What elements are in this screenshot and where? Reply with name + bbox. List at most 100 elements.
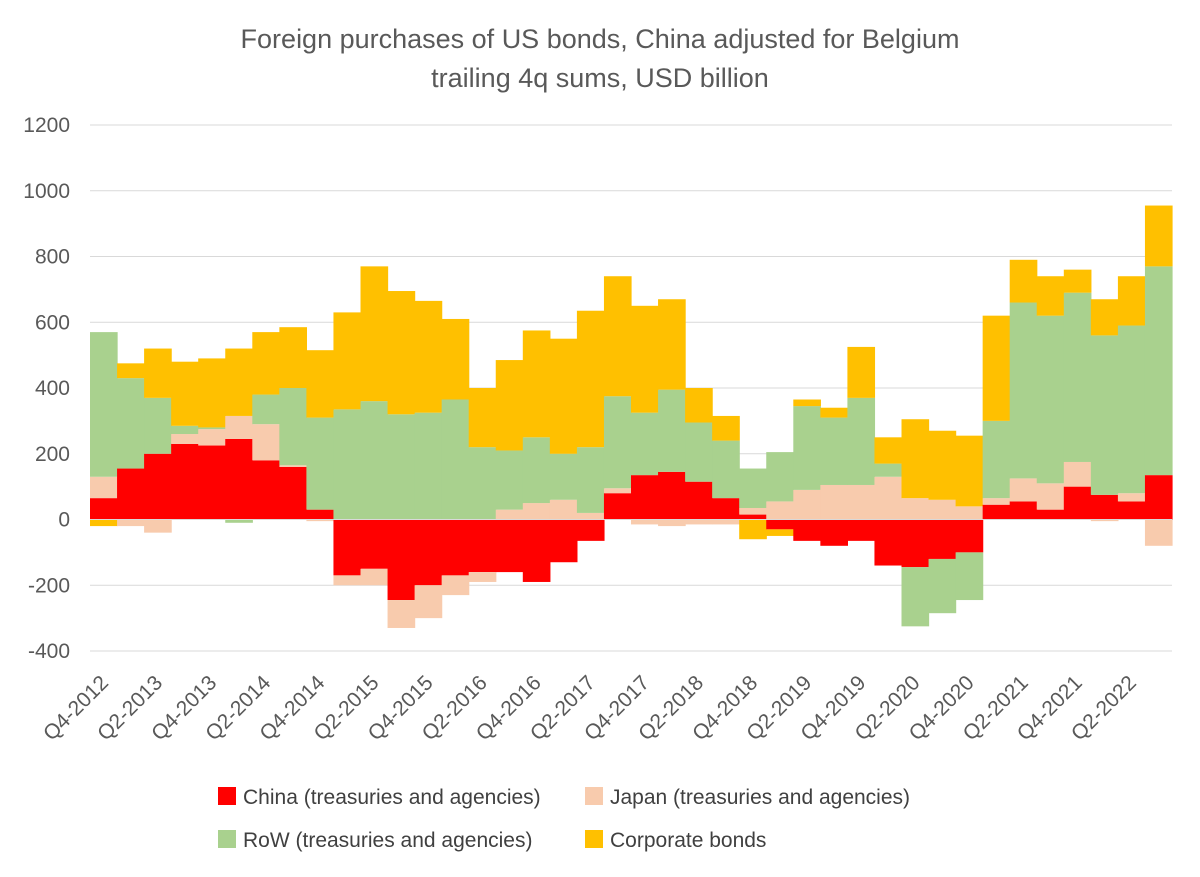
y-tick-label: -400: [28, 640, 70, 663]
bar-segment: [982, 315, 1011, 421]
bar-segment: [117, 468, 145, 520]
bar-segment: [1063, 461, 1092, 487]
bar-segment: [793, 519, 821, 541]
bar-segment: [549, 519, 578, 563]
bar-segment: [495, 519, 524, 573]
bar-segment: [1090, 335, 1119, 495]
bar-segment: [712, 498, 740, 520]
bar-segment: [333, 409, 362, 520]
bar-segment: [766, 519, 794, 530]
bar-segment: [1117, 325, 1146, 494]
bar-segment: [414, 519, 443, 586]
bar-segment: [739, 519, 767, 540]
bar-segment: [631, 412, 659, 476]
y-tick-label: 0: [58, 509, 70, 532]
bar-segment: [1117, 501, 1146, 520]
bar-segment: [387, 600, 416, 628]
bar-segment: [279, 327, 307, 388]
chart-title: Foreign purchases of US bonds, China adj…: [241, 24, 960, 54]
bar-segment: [603, 276, 632, 397]
bar-segment: [225, 438, 253, 520]
bar-segment: [1036, 509, 1065, 520]
bar-segment: [306, 350, 335, 418]
bar-segment: [144, 397, 172, 454]
bar-segment: [144, 453, 172, 520]
bar-segment: [712, 519, 740, 525]
bar-segment: [739, 507, 767, 515]
bar-segment: [522, 330, 551, 438]
bar-segment: [928, 558, 957, 614]
legend: China (treasuries and agencies) Japan (tr…: [218, 786, 910, 852]
bar-segment: [576, 519, 605, 541]
bar-segment: [306, 509, 335, 520]
bar-segment: [171, 443, 199, 520]
bar-segment: [522, 437, 551, 504]
bar-segment: [333, 575, 362, 586]
bar-segment: [225, 348, 253, 416]
bar-segment: [441, 318, 470, 400]
bar-segment: [225, 519, 253, 523]
bar-segment: [739, 468, 767, 508]
bar-segment: [820, 407, 848, 418]
bar-segment: [576, 447, 605, 513]
bar-segment: [252, 460, 280, 520]
bar-segment: [874, 519, 903, 566]
bar-segment: [198, 445, 226, 520]
bar-segment: [603, 396, 632, 489]
bar-segment: [1009, 302, 1038, 479]
bar-segment: [468, 388, 497, 448]
bar-segment: [225, 415, 253, 439]
bar-segment: [685, 388, 713, 423]
bar-segment: [333, 312, 362, 410]
bar-segment: [306, 417, 335, 510]
bar-segment: [279, 388, 307, 466]
bar-segment: [793, 489, 821, 520]
bar-segment: [658, 389, 686, 472]
bar-segment: [685, 422, 713, 482]
bar-segment: [1117, 276, 1146, 326]
bar-segment: [712, 415, 740, 441]
bar-segment: [874, 463, 903, 477]
bar-segment: [820, 484, 848, 520]
bar-segment: [549, 338, 578, 454]
bar-segment: [252, 424, 280, 461]
bar-segment: [1036, 483, 1065, 510]
bar-segment: [847, 519, 876, 541]
bar-segment: [1144, 519, 1173, 546]
bar-segment: [387, 291, 416, 415]
bars: [90, 205, 1173, 628]
y-tick-label: 400: [35, 377, 70, 400]
bar-segment: [766, 501, 794, 520]
bar-segment: [387, 519, 416, 601]
bar-segment: [1036, 315, 1065, 484]
bar-segment: [414, 585, 443, 619]
bar-segment: [1144, 475, 1173, 520]
bar-segment: [495, 509, 524, 520]
bar-segment: [901, 498, 930, 520]
bar-segment: [306, 519, 335, 522]
bar-segment: [387, 414, 416, 520]
bar-segment: [874, 437, 903, 464]
bar-segment: [603, 488, 632, 494]
bar-segment: [171, 425, 199, 435]
bar-segment: [549, 453, 578, 500]
bar-segment: [144, 519, 172, 533]
bar-segment: [171, 434, 199, 444]
bar-segment: [820, 519, 848, 546]
bar-segment: [1090, 299, 1119, 336]
bar-segment: [468, 572, 497, 582]
bar-segment: [1063, 292, 1092, 462]
bar-segment: [198, 429, 226, 446]
bar-segment: [685, 519, 713, 525]
bar-segment: [333, 519, 362, 576]
legend-swatch: [218, 830, 236, 848]
bar-segment: [90, 476, 118, 499]
bar-segment: [90, 332, 118, 477]
y-tick-label: 800: [35, 246, 70, 269]
bar-segment: [360, 519, 389, 569]
bar-segment: [603, 493, 632, 520]
bar-segment: [198, 427, 226, 430]
bar-segment: [198, 358, 226, 428]
bar-segment: [252, 394, 280, 425]
x-axis-ticks: Q4-2012Q2-2013Q4-2013Q2-2014Q4-2014Q2-20…: [39, 671, 1141, 745]
